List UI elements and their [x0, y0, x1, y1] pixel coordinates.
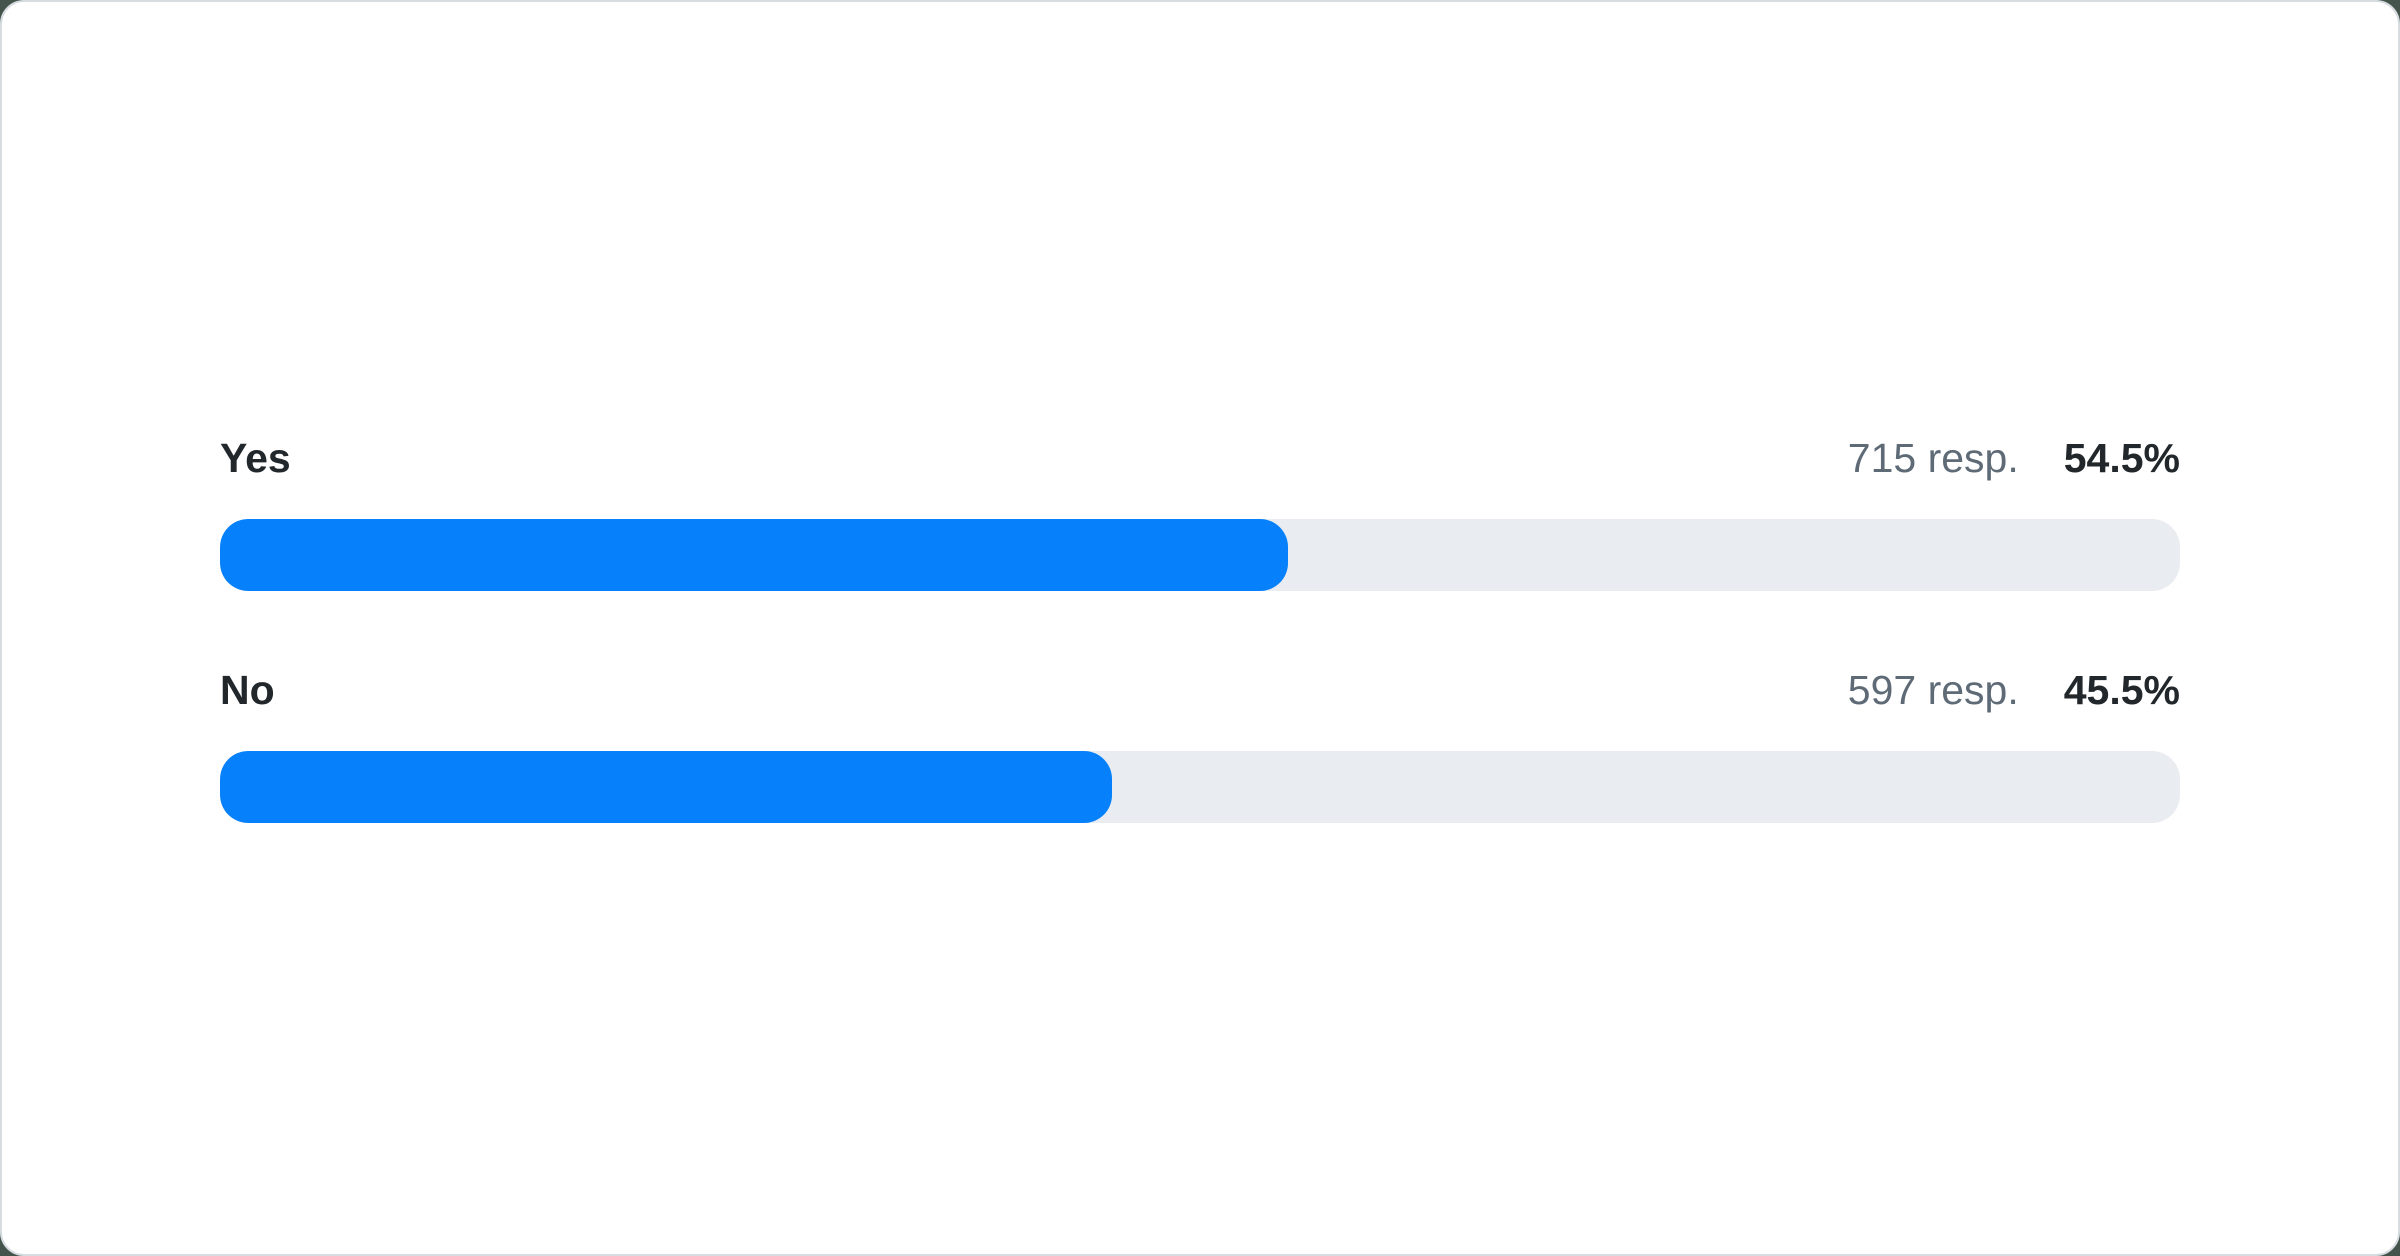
row-header: No 597 resp. 45.5%	[220, 665, 2180, 715]
progress-bar-track	[220, 519, 2180, 591]
response-count: 715 resp.	[1847, 435, 2019, 481]
option-label: Yes	[220, 435, 291, 481]
progress-bar-fill	[220, 519, 1289, 591]
row-stats: 715 resp. 54.5%	[1848, 433, 2180, 483]
row-header: Yes 715 resp. 54.5%	[220, 433, 2180, 483]
poll-results-content: Yes 715 resp. 54.5% No 597 resp. 45.5%	[2, 433, 2398, 823]
poll-option-row-no: No 597 resp. 45.5%	[220, 665, 2180, 823]
row-stats: 597 resp. 45.5%	[1848, 665, 2180, 715]
poll-option-row-yes: Yes 715 resp. 54.5%	[220, 433, 2180, 591]
progress-bar-fill	[220, 751, 1112, 823]
option-label: No	[220, 667, 275, 713]
percentage-value: 45.5%	[2063, 667, 2180, 713]
percentage-value: 54.5%	[2063, 435, 2180, 481]
progress-bar-track	[220, 751, 2180, 823]
response-count: 597 resp.	[1847, 667, 2019, 713]
